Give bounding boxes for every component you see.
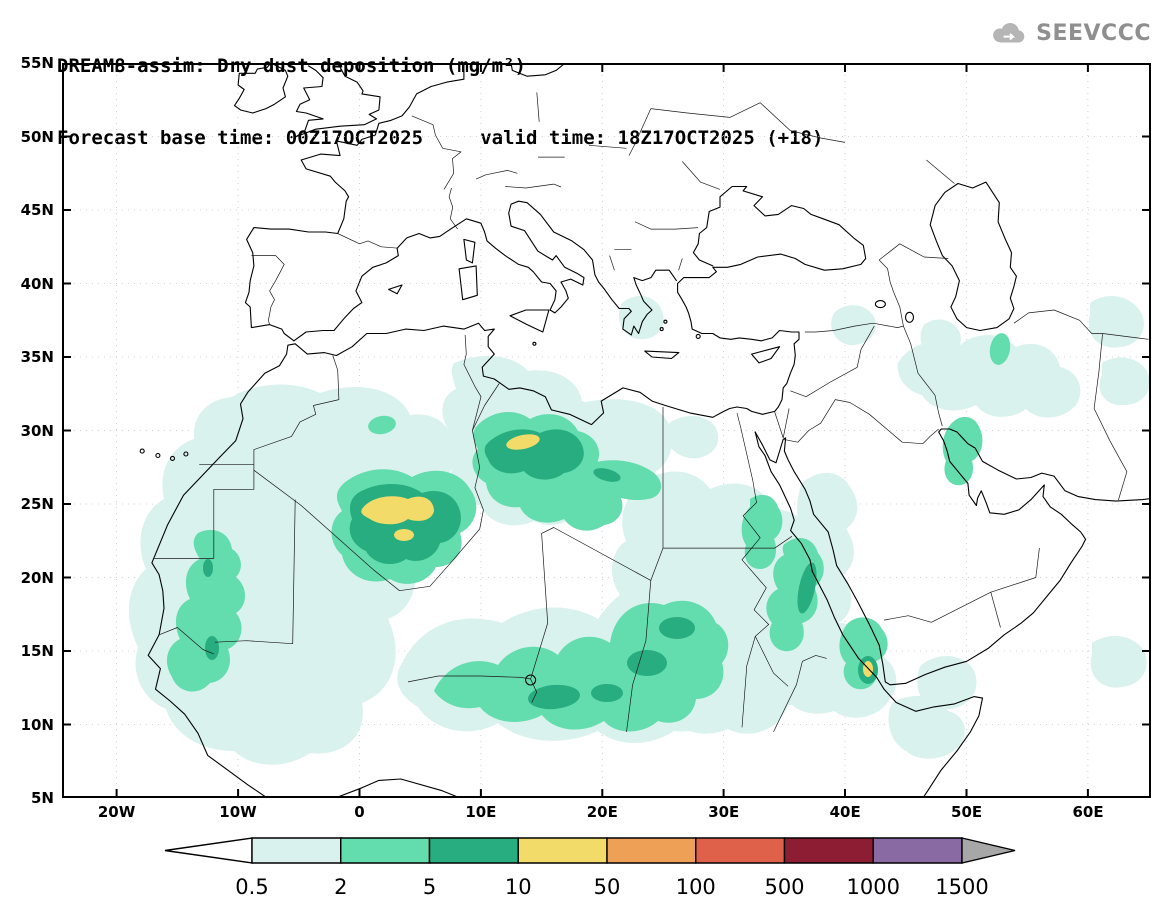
y-tick-label: 10N [20,715,54,734]
y-tick-label: 5N [31,789,54,807]
colorbar-label: 500 [764,875,804,899]
title-line-2: Forecast base time: 00Z17OCT2025 valid t… [57,127,824,149]
y-tick-label: 50N [20,127,54,146]
logo-text: SEEVCCC [1036,20,1151,46]
y-tick-label: 55N [20,54,54,72]
plot-frame [62,63,1151,798]
y-tick-label: 20N [20,568,54,587]
x-tick-label: 50E [951,803,983,821]
x-tick-label: 10W [219,803,257,821]
x-tick-label: 0 [354,803,365,821]
plot-titles: DREAM8-assim: Dry dust deposition (mg/m²… [57,6,823,198]
y-tick-label: 30N [20,421,54,440]
colorbar-segment [606,837,697,864]
colorbar-label: 1500 [935,875,988,899]
colorbar-label: 5 [423,875,436,899]
colorbar-label: 10 [505,875,532,899]
y-tick-label: 15N [20,642,54,660]
colorbar-segment [340,837,431,864]
dust-level-10-50 [361,434,873,677]
colorbar-segment [872,837,963,864]
rivers [736,412,789,728]
colorbar-segment [695,837,786,864]
colorbar-label: 100 [676,875,716,899]
x-tick-label: 60E [1072,803,1104,821]
y-tick-label: 35N [20,348,54,366]
colorbar-label: 50 [594,875,621,899]
y-tick-label: 25N [20,495,54,513]
colorbar-above-max-arrow [961,837,1016,864]
colorbar-segment [783,837,874,864]
seevccc-logo: SEEVCCC [988,20,1151,46]
x-tick-label: 20W [97,803,136,821]
map-svg [62,62,1152,799]
country-borders [154,92,1149,733]
x-tick-label: 30E [708,803,740,821]
x-tick-label: 10E [465,803,497,821]
cloud-icon [993,22,1025,43]
coastlines [139,62,1152,799]
colorbar-svg: 0.5 2 5 10 50 100 500 1000 1500 [164,837,1016,899]
map-plot [62,62,1152,799]
title-line-1: DREAM8-assim: Dry dust deposition (mg/m²… [57,55,526,77]
colorbar-label: 2 [334,875,347,899]
colorbar-label: 1000 [847,875,900,899]
x-tick-label: 40E [829,803,861,821]
axis-ticks [62,63,1151,798]
y-tick-label: 45N [20,201,54,219]
y-tick-label: 40N [20,274,54,293]
colorbar-segment [428,837,519,864]
x-tick-label: 20E [586,803,618,821]
colorbar-label: 0.5 [235,875,268,899]
colorbar-below-min-arrow [164,837,253,864]
colorbar-segment [251,837,342,864]
colorbar-segment [517,837,608,864]
